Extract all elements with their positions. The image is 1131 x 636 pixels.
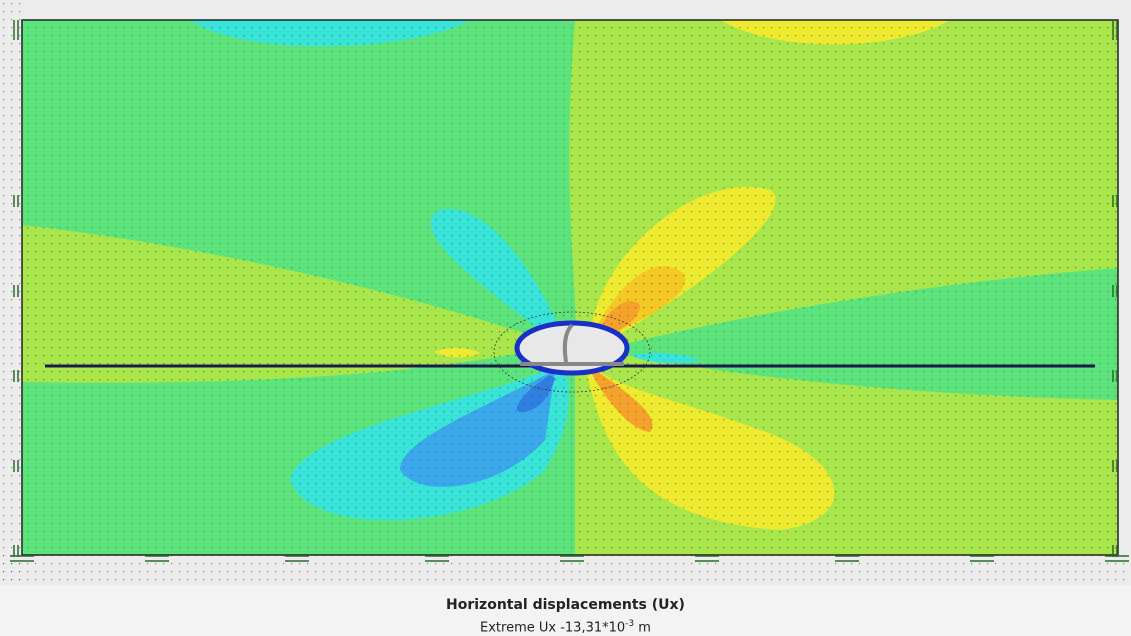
caption-title: Horizontal displacements (Ux) <box>446 597 685 613</box>
caption: Horizontal displacements (Ux) Extreme Ux… <box>0 585 1131 636</box>
tunnel-invert <box>520 323 624 366</box>
model-boundary <box>21 19 1119 556</box>
extreme-value: Extreme Ux -13,31*10 <box>480 620 626 636</box>
contours <box>22 20 1118 555</box>
extreme-exponent: -3 <box>625 619 635 629</box>
contour-plot <box>0 0 1131 585</box>
caption-extreme: Extreme Ux -13,31*10-3 m <box>0 619 1131 635</box>
fixities <box>10 20 1129 562</box>
extreme-unit: m <box>638 620 651 636</box>
tunnel-lining <box>514 320 630 376</box>
refine-zone <box>493 311 651 393</box>
